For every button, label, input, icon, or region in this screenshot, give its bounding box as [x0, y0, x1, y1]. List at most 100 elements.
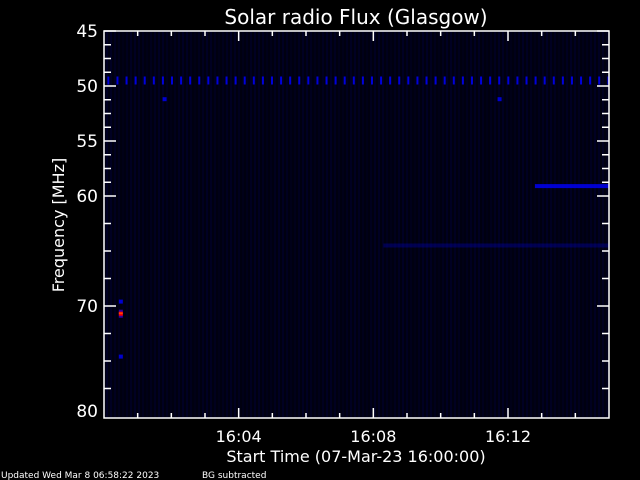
burst-spot	[118, 312, 123, 314]
periodic-burst	[270, 76, 273, 85]
periodic-burst	[225, 76, 228, 85]
noise-column	[222, 31, 224, 418]
noise-column	[246, 31, 248, 418]
periodic-burst	[116, 76, 119, 85]
noise-column	[190, 31, 192, 418]
noise-column	[558, 31, 560, 418]
periodic-burst	[125, 76, 128, 85]
noise-column	[606, 31, 608, 418]
x-tick-label: 16:12	[485, 427, 531, 446]
noise-column	[526, 31, 528, 418]
noise-column	[482, 31, 484, 418]
burst-spot	[118, 354, 123, 359]
noise-column	[310, 31, 312, 418]
periodic-burst	[489, 76, 492, 85]
periodic-burst	[552, 76, 555, 85]
noise-column	[574, 31, 576, 418]
periodic-burst	[289, 76, 292, 85]
noise-column	[278, 31, 280, 418]
noise-column	[394, 31, 396, 418]
noise-column	[602, 31, 604, 418]
periodic-burst	[107, 76, 110, 85]
noise-column	[466, 31, 468, 418]
noise-column	[166, 31, 168, 418]
noise-column	[578, 31, 580, 418]
noise-column	[186, 31, 188, 418]
noise-column	[590, 31, 592, 418]
noise-column	[366, 31, 368, 418]
noise-column	[134, 31, 136, 418]
noise-column	[374, 31, 376, 418]
periodic-burst	[452, 76, 455, 85]
noise-column	[306, 31, 308, 418]
periodic-burst	[325, 76, 328, 85]
noise-column	[322, 31, 324, 418]
periodic-burst	[298, 76, 301, 85]
noise-column	[146, 31, 148, 418]
plot-background	[104, 31, 609, 418]
footer-updated: Updated Wed Mar 8 06:58:22 2023	[1, 471, 159, 480]
noise-column	[422, 31, 424, 418]
periodic-burst	[589, 76, 592, 85]
noise-column	[470, 31, 472, 418]
noise-column	[242, 31, 244, 418]
noise-column	[534, 31, 536, 418]
burst-spot	[162, 97, 167, 102]
periodic-burst	[543, 76, 546, 85]
noise-column	[546, 31, 548, 418]
periodic-burst	[134, 76, 137, 85]
periodic-burst	[361, 76, 364, 85]
noise-column	[110, 31, 112, 418]
axis-ticks	[104, 30, 609, 418]
noise-column	[302, 31, 304, 418]
noise-column	[158, 31, 160, 418]
noise-column	[446, 31, 448, 418]
noise-column	[386, 31, 388, 418]
noise-column	[274, 31, 276, 418]
noise-column	[434, 31, 436, 418]
noise-column	[338, 31, 340, 418]
noise-column	[342, 31, 344, 418]
noise-column	[562, 31, 564, 418]
noise-column	[494, 31, 496, 418]
periodic-burst	[216, 76, 219, 85]
periodic-burst	[461, 76, 464, 85]
periodic-burst	[143, 76, 146, 85]
noise-column	[122, 31, 124, 418]
noise-column	[402, 31, 404, 418]
noise-column	[362, 31, 364, 418]
noise-column	[498, 31, 500, 418]
noise-column	[530, 31, 532, 418]
noise-column	[582, 31, 584, 418]
noise-column	[514, 31, 516, 418]
periodic-burst	[470, 76, 473, 85]
y-axis-label: Frequency [MHz]	[49, 158, 68, 292]
periodic-burst	[561, 76, 564, 85]
noise-column	[142, 31, 144, 418]
noise-column	[198, 31, 200, 418]
periodic-burst	[580, 76, 583, 85]
periodic-burst	[380, 76, 383, 85]
periodic-burst	[152, 76, 155, 85]
noise-column	[406, 31, 408, 418]
noise-column	[454, 31, 456, 418]
emission-band	[534, 184, 609, 189]
burst-spot	[497, 97, 502, 102]
noise-column	[138, 31, 140, 418]
periodic-burst	[198, 76, 201, 85]
noise-column	[502, 31, 504, 418]
noise-column	[450, 31, 452, 418]
periodic-burst	[534, 76, 537, 85]
noise-column	[586, 31, 588, 418]
noise-column	[126, 31, 128, 418]
periodic-burst	[389, 76, 392, 85]
noise-column	[370, 31, 372, 418]
noise-column	[522, 31, 524, 418]
x-tick-label: 16:04	[216, 427, 262, 446]
noise-column	[538, 31, 540, 418]
noise-column	[438, 31, 440, 418]
noise-column	[458, 31, 460, 418]
noise-column	[206, 31, 208, 418]
periodic-burst	[416, 76, 419, 85]
